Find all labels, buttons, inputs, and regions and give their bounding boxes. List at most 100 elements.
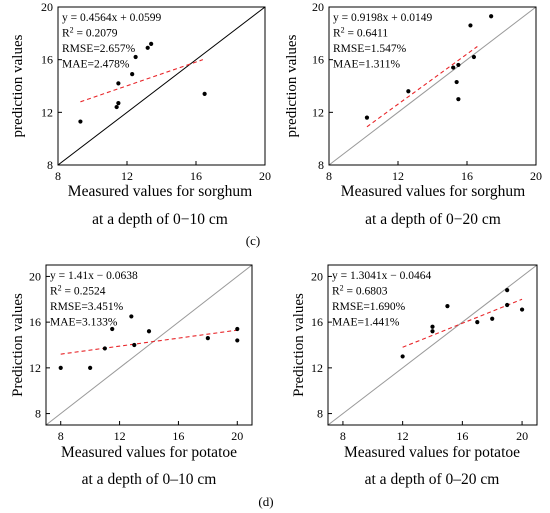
- data-point: [490, 316, 495, 321]
- data-point: [88, 365, 93, 370]
- x-tick-label: 8: [58, 429, 64, 443]
- data-point: [114, 104, 119, 110]
- data-point: [430, 324, 435, 329]
- data-point: [406, 89, 411, 94]
- data-point: [102, 346, 107, 351]
- data-point: [110, 326, 115, 332]
- data-point: [202, 91, 207, 96]
- data-point: [235, 338, 240, 343]
- y-tick-label: 8: [35, 407, 41, 421]
- stat-line: R2 = 0.6803: [332, 284, 388, 298]
- x-tick-label: 20: [231, 429, 243, 443]
- data-point: [519, 307, 525, 312]
- identity-line: [328, 265, 537, 425]
- x-tick-label: 16: [190, 169, 202, 183]
- identity-line: [46, 265, 252, 425]
- data-point: [471, 54, 476, 60]
- data-point: [129, 314, 134, 319]
- x-tick-label: 12: [121, 169, 133, 183]
- stat-line: MAE=1.441%: [332, 317, 400, 329]
- stat-line: y = 0.4564x + 0.0599: [62, 12, 161, 24]
- data-point: [133, 54, 138, 60]
- x-axis-label: Measured values for potatoe: [344, 444, 520, 461]
- data-point: [132, 342, 137, 348]
- x-tick-label: 16: [456, 429, 468, 443]
- stat-line: RMSE=1.547%: [333, 43, 407, 55]
- chart-panel-1: 8 12 16 20 8 12 16 20 y = 0.4564x + 0.0599 R2 = 0…: [10, 0, 271, 228]
- y-tick-label: 16: [41, 53, 53, 67]
- chart-panel-3: 8 12 16 20 8 12 16 20 y = 1.41x − 0.0638 R2 = 0.2…: [10, 264, 253, 488]
- data-point: [451, 65, 456, 70]
- y-tick-label: 20: [312, 0, 324, 14]
- panel-label-d: (d): [258, 494, 273, 509]
- y-tick-label: 12: [311, 361, 323, 375]
- regression-line: [366, 46, 478, 128]
- data-point: [454, 79, 459, 85]
- data-point: [456, 97, 461, 102]
- data-point: [58, 365, 63, 370]
- data-point: [505, 302, 510, 308]
- x-tick-label: 12: [114, 429, 126, 443]
- data-point: [430, 329, 435, 334]
- y-tick-label: 20: [311, 269, 323, 283]
- y-tick-label: 8: [47, 158, 53, 172]
- plot-frame: [328, 6, 537, 166]
- stat-line: R2 = 0.2524: [50, 284, 106, 298]
- stat-line: RMSE=1.690%: [332, 301, 406, 313]
- stat-line: MAE=1.311%: [333, 59, 400, 71]
- data-point: [145, 45, 150, 50]
- plot-frame: [45, 264, 253, 426]
- x-tick-label: 20: [259, 169, 271, 183]
- data-point: [116, 101, 121, 106]
- stat-line: MAE=3.133%: [50, 317, 118, 329]
- stat-line: MAE=2.478%: [62, 59, 130, 71]
- chart-panel-4: 8 12 16 20 8 12 16 20 y = 1.3041x − 0.0464 R2 = 0…: [291, 264, 538, 488]
- regression-line: [80, 59, 204, 103]
- data-point: [130, 72, 135, 77]
- stat-line: R2 = 0.2079: [62, 26, 118, 40]
- data-point: [235, 326, 240, 332]
- y-axis-label: Prediction values: [10, 293, 26, 397]
- y-tick-label: 8: [317, 407, 323, 421]
- x-tick-label: 12: [397, 429, 409, 443]
- stat-line: RMSE=2.657%: [62, 43, 136, 55]
- y-tick-label: 12: [41, 105, 53, 119]
- x-axis-label-line2: at a depth of 0–10 cm: [82, 471, 217, 488]
- y-tick-label: 16: [29, 315, 41, 329]
- chart-panel-2: 8 12 16 20 8 12 16 20 y = 0.9198x + 0.0149 R2 = 0…: [284, 0, 542, 228]
- y-axis-label: Prediction values: [291, 293, 307, 397]
- y-tick-label: 12: [312, 105, 324, 119]
- x-tick-label: 20: [516, 429, 528, 443]
- x-axis-label: Measured values for sorghum: [341, 183, 525, 200]
- x-tick-label: 20: [530, 169, 542, 183]
- y-tick-label: 16: [311, 315, 323, 329]
- x-tick-label: 16: [172, 429, 184, 443]
- data-point: [400, 354, 405, 359]
- y-tick-label: 20: [41, 0, 53, 14]
- data-point: [489, 14, 494, 19]
- data-point: [468, 23, 473, 28]
- regression-line: [60, 329, 238, 355]
- plot-frame: [327, 264, 538, 426]
- x-tick-label: 8: [340, 429, 346, 443]
- data-point: [149, 41, 154, 46]
- y-axis-label: prediction values: [284, 34, 300, 137]
- y-tick-label: 16: [312, 53, 324, 67]
- y-tick-label: 8: [318, 158, 324, 172]
- data-point: [505, 288, 510, 293]
- stat-line: y = 1.3041x − 0.0464: [332, 270, 431, 282]
- x-axis-label-line2: at a depth of 0−10 cm: [92, 211, 228, 228]
- x-axis-label-line2: at a depth of 0−20 cm: [365, 211, 501, 228]
- stat-line: RMSE=3.451%: [50, 301, 124, 313]
- x-tick-label: 8: [55, 169, 61, 183]
- data-point: [364, 115, 370, 120]
- identity-line: [329, 7, 536, 165]
- stat-line: y = 1.41x − 0.0638: [50, 270, 138, 282]
- stat-line: R2 = 0.6411: [333, 26, 388, 40]
- data-point: [445, 304, 450, 309]
- y-tick-label: 12: [29, 361, 41, 375]
- x-tick-label: 16: [461, 169, 473, 183]
- x-axis-label: Measured values for potatoe: [61, 444, 237, 461]
- data-point: [146, 329, 152, 334]
